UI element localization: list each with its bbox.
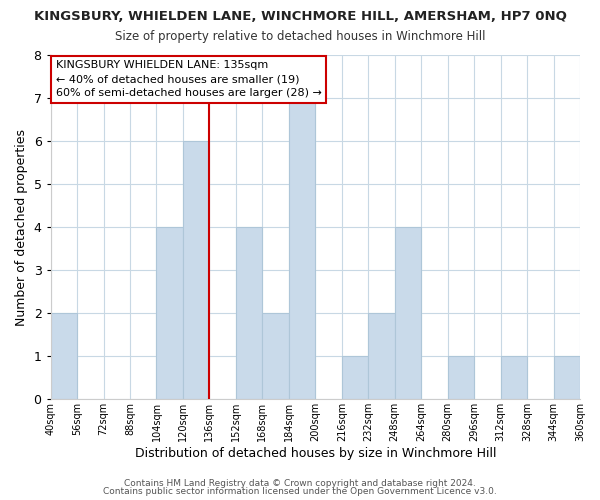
Bar	[289, 98, 315, 400]
Bar	[580, 356, 600, 400]
Bar	[157, 227, 183, 400]
Text: KINGSBURY, WHIELDEN LANE, WINCHMORE HILL, AMERSHAM, HP7 0NQ: KINGSBURY, WHIELDEN LANE, WINCHMORE HILL…	[34, 10, 566, 23]
Bar	[554, 356, 580, 400]
Bar	[236, 227, 262, 400]
Text: Contains HM Land Registry data © Crown copyright and database right 2024.: Contains HM Land Registry data © Crown c…	[124, 478, 476, 488]
Bar	[368, 313, 395, 400]
Text: KINGSBURY WHIELDEN LANE: 135sqm
← 40% of detached houses are smaller (19)
60% of: KINGSBURY WHIELDEN LANE: 135sqm ← 40% of…	[56, 60, 322, 98]
Bar	[183, 141, 209, 400]
Bar	[342, 356, 368, 400]
Bar	[395, 227, 421, 400]
Text: Size of property relative to detached houses in Winchmore Hill: Size of property relative to detached ho…	[115, 30, 485, 43]
Bar	[500, 356, 527, 400]
Y-axis label: Number of detached properties: Number of detached properties	[15, 128, 28, 326]
Bar	[50, 313, 77, 400]
X-axis label: Distribution of detached houses by size in Winchmore Hill: Distribution of detached houses by size …	[134, 447, 496, 460]
Text: Contains public sector information licensed under the Open Government Licence v3: Contains public sector information licen…	[103, 487, 497, 496]
Bar	[448, 356, 474, 400]
Bar	[262, 313, 289, 400]
